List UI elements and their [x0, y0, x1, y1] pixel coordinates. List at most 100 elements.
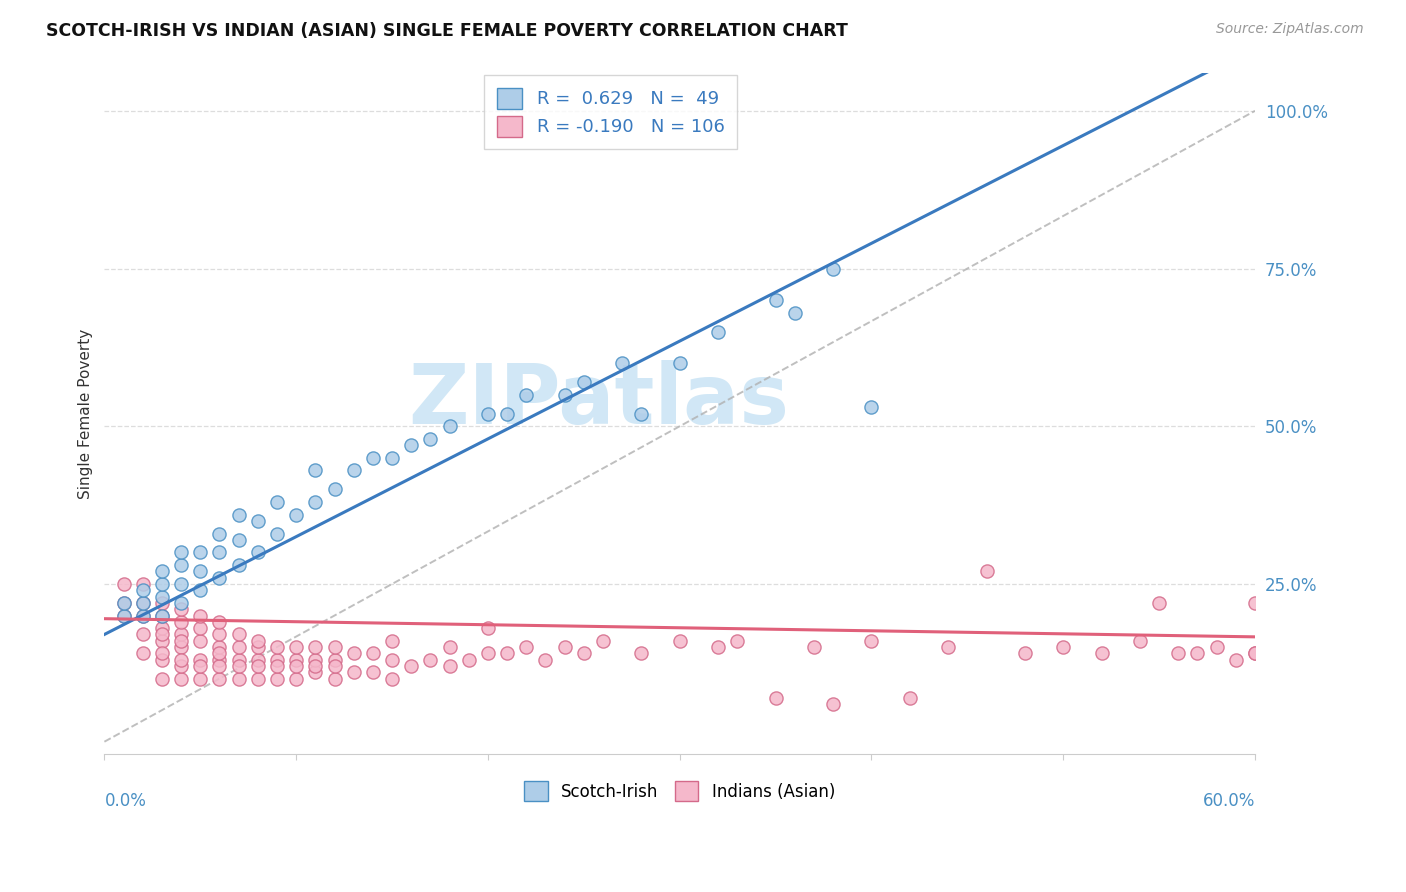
Point: [112, 596, 135, 610]
Point: [132, 583, 155, 598]
Point: [1129, 633, 1152, 648]
Point: [1187, 646, 1209, 660]
Point: [668, 356, 690, 370]
Point: [630, 407, 652, 421]
Point: [285, 640, 308, 654]
Point: [285, 508, 308, 522]
Point: [188, 621, 211, 635]
Point: [1167, 646, 1189, 660]
Text: 60.0%: 60.0%: [1202, 792, 1256, 810]
Point: [554, 640, 576, 654]
Point: [208, 571, 231, 585]
Point: [439, 640, 461, 654]
Point: [228, 659, 250, 673]
Point: [285, 672, 308, 686]
Point: [860, 633, 883, 648]
Point: [266, 653, 288, 667]
Point: [266, 659, 288, 673]
Point: [112, 577, 135, 591]
Point: [170, 602, 193, 616]
Point: [285, 659, 308, 673]
Point: [208, 627, 231, 641]
Point: [399, 438, 422, 452]
Point: [304, 653, 326, 667]
Point: [246, 653, 269, 667]
Point: [188, 608, 211, 623]
Point: [668, 633, 690, 648]
Point: [170, 596, 193, 610]
Point: [150, 590, 173, 604]
Point: [534, 653, 557, 667]
Point: [381, 633, 404, 648]
Point: [323, 659, 346, 673]
Point: [170, 672, 193, 686]
Point: [323, 640, 346, 654]
Point: [419, 653, 441, 667]
Point: [612, 356, 634, 370]
Text: ZIPatlas: ZIPatlas: [409, 359, 790, 441]
Point: [823, 697, 845, 711]
Point: [228, 508, 250, 522]
Point: [1052, 640, 1074, 654]
Text: Source: ZipAtlas.com: Source: ZipAtlas.com: [1216, 22, 1364, 37]
Point: [361, 665, 384, 680]
Point: [304, 659, 326, 673]
Point: [132, 577, 155, 591]
Point: [150, 596, 173, 610]
Point: [592, 633, 614, 648]
Point: [112, 596, 135, 610]
Point: [246, 545, 269, 559]
Point: [707, 640, 730, 654]
Point: [515, 388, 537, 402]
Point: [496, 407, 519, 421]
Point: [188, 565, 211, 579]
Point: [228, 627, 250, 641]
Point: [228, 558, 250, 572]
Point: [188, 653, 211, 667]
Point: [266, 672, 288, 686]
Point: [477, 621, 499, 635]
Point: [361, 646, 384, 660]
Point: [285, 653, 308, 667]
Point: [304, 463, 326, 477]
Point: [112, 608, 135, 623]
Point: [208, 545, 231, 559]
Point: [246, 659, 269, 673]
Point: [361, 450, 384, 465]
Point: [496, 646, 519, 660]
Point: [1147, 596, 1170, 610]
Point: [707, 325, 730, 339]
Point: [765, 690, 787, 705]
Point: [170, 545, 193, 559]
Point: [150, 672, 173, 686]
Point: [246, 633, 269, 648]
Point: [132, 596, 155, 610]
Text: SCOTCH-IRISH VS INDIAN (ASIAN) SINGLE FEMALE POVERTY CORRELATION CHART: SCOTCH-IRISH VS INDIAN (ASIAN) SINGLE FE…: [46, 22, 848, 40]
Point: [112, 608, 135, 623]
Point: [1244, 596, 1267, 610]
Point: [150, 577, 173, 591]
Point: [132, 596, 155, 610]
Point: [188, 633, 211, 648]
Point: [246, 514, 269, 528]
Point: [170, 653, 193, 667]
Point: [399, 659, 422, 673]
Point: [439, 659, 461, 673]
Point: [976, 565, 998, 579]
Point: [457, 653, 479, 667]
Point: [554, 388, 576, 402]
Y-axis label: Single Female Poverty: Single Female Poverty: [79, 328, 93, 499]
Point: [266, 495, 288, 509]
Point: [132, 608, 155, 623]
Point: [170, 627, 193, 641]
Point: [1205, 640, 1227, 654]
Point: [477, 407, 499, 421]
Point: [266, 526, 288, 541]
Point: [1244, 646, 1267, 660]
Point: [1014, 646, 1036, 660]
Point: [208, 653, 231, 667]
Point: [150, 608, 173, 623]
Point: [515, 640, 537, 654]
Point: [188, 583, 211, 598]
Point: [150, 627, 173, 641]
